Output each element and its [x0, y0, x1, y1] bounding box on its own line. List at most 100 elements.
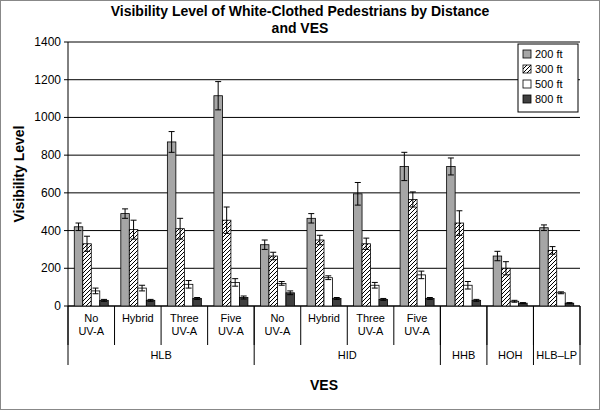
error-bar: [169, 132, 175, 153]
bar: [409, 199, 418, 306]
legend-label: 200 ft: [535, 48, 563, 60]
category-label: Hybrid: [308, 312, 340, 324]
bar: [121, 214, 129, 306]
group-separator: [440, 306, 441, 365]
error-bar: [177, 218, 183, 239]
error-bar: [380, 298, 386, 300]
error-bar: [317, 235, 323, 244]
group-separator: [533, 306, 534, 365]
error-bar: [334, 298, 340, 300]
error-bar: [427, 298, 433, 300]
legend-swatch: [523, 80, 531, 88]
tick: [64, 192, 68, 193]
category-separator: [207, 306, 208, 345]
category-label: ThreeUV-A: [356, 312, 385, 337]
bar: [146, 300, 155, 306]
chart: Visibility Level of White-Clothed Pedest…: [0, 0, 600, 410]
error-bar: [511, 300, 517, 302]
error-bar: [456, 211, 462, 236]
error-bar: [241, 296, 247, 299]
error-bar: [494, 251, 500, 260]
bar: [400, 166, 409, 306]
error-bar: [448, 158, 454, 175]
group-label: HHB: [452, 349, 475, 361]
tick-label: 1400: [34, 35, 61, 49]
category-separator: [300, 306, 301, 345]
bar: [540, 228, 549, 306]
grid-line: [68, 79, 580, 80]
error-bar: [270, 252, 276, 260]
error-bar: [148, 299, 154, 301]
grid-line: [68, 117, 580, 118]
bar: [519, 303, 528, 306]
category-label: FiveUV-A: [218, 312, 244, 337]
tick-label: 800: [41, 148, 61, 162]
bar: [493, 256, 502, 306]
legend-label: 500 ft: [535, 78, 563, 90]
category-separator: [393, 306, 394, 345]
error-bar: [262, 240, 268, 249]
frame: [1, 1, 600, 410]
legend-swatch: [523, 65, 531, 73]
bar: [176, 229, 185, 306]
group-label: HOH: [498, 349, 523, 361]
y-axis-title: Visibility Level: [11, 125, 27, 222]
error-bar: [418, 271, 424, 279]
bar: [269, 256, 278, 306]
error-bar: [566, 303, 572, 304]
legend-label: 300 ft: [535, 63, 563, 75]
error-bar: [279, 281, 285, 285]
tick: [64, 117, 68, 118]
error-bar: [325, 276, 331, 280]
bar: [277, 283, 286, 306]
x-axis-title: VES: [310, 377, 338, 393]
bar: [129, 230, 138, 306]
group-label: HLB: [150, 349, 171, 361]
tick-label: 200: [41, 261, 61, 275]
bar: [167, 142, 176, 306]
bar: [417, 275, 426, 306]
error-bar: [232, 279, 238, 287]
legend-swatch: [523, 50, 531, 58]
bar: [193, 298, 202, 306]
tick: [64, 268, 68, 269]
error-bar: [122, 209, 128, 218]
error-bar: [503, 262, 509, 275]
bar: [362, 244, 371, 306]
grid-line: [68, 230, 580, 231]
bar: [379, 299, 388, 306]
tick-label: 600: [41, 186, 61, 200]
bar: [83, 244, 92, 306]
error-bar: [549, 247, 555, 255]
error-bar: [131, 220, 137, 239]
category-separator: [114, 306, 115, 345]
error-bar: [401, 152, 407, 180]
title: Visibility Level of White-Clothed Pedest…: [111, 3, 490, 36]
error-bar: [308, 214, 314, 223]
tick: [64, 79, 68, 80]
bar: [307, 218, 316, 306]
error-bar: [139, 285, 145, 291]
group-separator: [486, 306, 487, 365]
bar: [354, 194, 363, 306]
bar: [333, 298, 342, 306]
group-separator: [254, 306, 255, 365]
error-bar: [355, 182, 361, 205]
error-bar: [194, 298, 200, 300]
error-bar: [93, 288, 99, 294]
category-label: FiveUV-A: [404, 312, 430, 337]
error-bar: [541, 225, 547, 231]
y-axis: [68, 42, 69, 306]
bar: [510, 301, 519, 306]
tick: [64, 230, 68, 231]
bars: [74, 82, 573, 306]
legend-swatch: [523, 95, 531, 103]
error-bar: [465, 281, 471, 289]
error-bar: [363, 238, 369, 249]
bar: [565, 303, 574, 306]
category-separator: [347, 306, 348, 345]
tick-label: 400: [41, 224, 61, 238]
bar: [324, 278, 333, 306]
grid-line: [68, 42, 580, 43]
bar: [447, 166, 456, 306]
